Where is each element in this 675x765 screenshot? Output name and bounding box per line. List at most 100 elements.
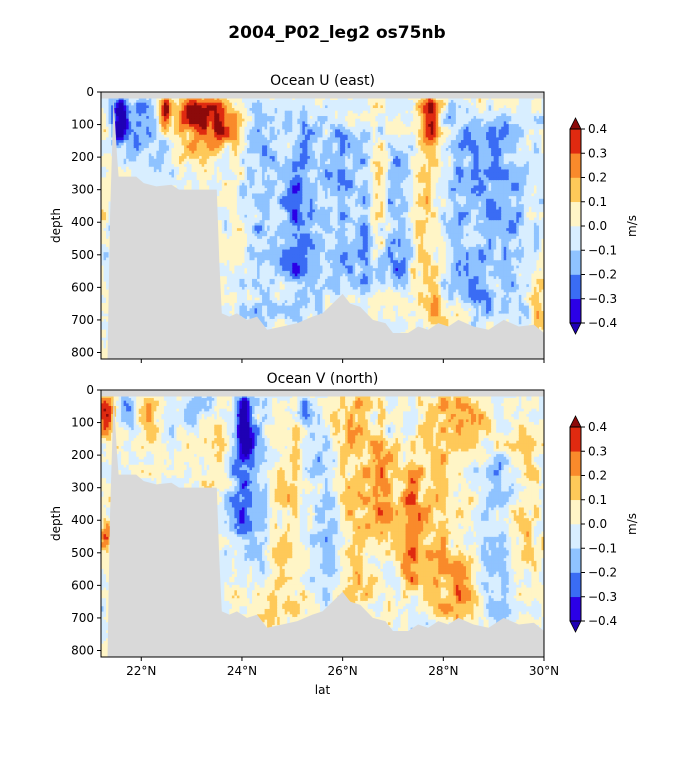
field-cell bbox=[204, 97, 208, 101]
field-cell bbox=[126, 166, 130, 171]
field-cell bbox=[156, 156, 160, 160]
field-cell bbox=[166, 148, 170, 152]
field-cell bbox=[161, 150, 165, 155]
field-cell bbox=[179, 126, 183, 130]
field-cell bbox=[184, 126, 188, 130]
field-cell bbox=[168, 148, 173, 152]
field-cell bbox=[153, 182, 157, 187]
field-cell bbox=[108, 140, 112, 144]
field-cell bbox=[158, 132, 163, 136]
field-cell bbox=[194, 142, 198, 146]
field-cell bbox=[153, 140, 157, 144]
field-cell bbox=[111, 116, 115, 120]
field-cell bbox=[224, 132, 228, 136]
field-cell bbox=[204, 116, 208, 120]
field-cell bbox=[221, 134, 225, 138]
field-cell bbox=[143, 164, 147, 168]
field-cell bbox=[204, 172, 208, 176]
field-cell bbox=[209, 121, 213, 125]
field-cell bbox=[191, 140, 195, 144]
field-cell bbox=[168, 182, 173, 187]
field-cell bbox=[199, 161, 203, 165]
field-cell bbox=[148, 169, 152, 173]
field-cell bbox=[219, 158, 223, 163]
field-cell bbox=[196, 145, 200, 149]
field-cell bbox=[158, 180, 163, 184]
field-cell bbox=[131, 164, 135, 168]
field-cell bbox=[106, 284, 110, 288]
field-cell bbox=[143, 158, 147, 163]
field-cell bbox=[221, 201, 225, 205]
field-cell bbox=[106, 201, 110, 205]
field-cell bbox=[126, 97, 130, 101]
field-cell bbox=[219, 121, 223, 125]
field-cell bbox=[209, 156, 213, 160]
field-cell bbox=[219, 273, 223, 277]
field-cell bbox=[209, 166, 213, 171]
field-cell bbox=[181, 158, 185, 163]
field-cell bbox=[214, 185, 218, 189]
field-cell bbox=[179, 169, 183, 173]
field-cell bbox=[199, 97, 203, 101]
field-cell bbox=[181, 126, 185, 130]
field-cell bbox=[156, 116, 160, 120]
field-cell bbox=[211, 166, 215, 171]
field-cell bbox=[141, 121, 145, 125]
field-cell bbox=[151, 118, 155, 122]
field-cell bbox=[146, 116, 150, 120]
field-cell bbox=[143, 156, 147, 160]
field-cell bbox=[214, 116, 218, 120]
field-cell bbox=[103, 249, 107, 253]
field-cell bbox=[211, 118, 215, 122]
field-cell bbox=[101, 174, 105, 179]
field-cell bbox=[189, 108, 193, 112]
field-cell bbox=[221, 121, 225, 125]
field-cell bbox=[221, 126, 225, 130]
field-cell bbox=[158, 97, 163, 101]
field-cell bbox=[219, 102, 223, 106]
field-cell bbox=[156, 164, 160, 168]
field-cell bbox=[106, 305, 110, 309]
field-cell bbox=[171, 110, 175, 114]
field-cell bbox=[118, 118, 122, 122]
field-cell bbox=[173, 134, 178, 138]
field-cell bbox=[166, 150, 170, 155]
field-cell bbox=[106, 321, 110, 325]
field-cell bbox=[163, 126, 168, 130]
field-cell bbox=[141, 156, 145, 160]
field-cell bbox=[216, 132, 220, 136]
field-cell bbox=[214, 100, 218, 104]
field-cell bbox=[108, 156, 112, 160]
field-cell bbox=[166, 182, 170, 187]
field-cell bbox=[118, 169, 122, 173]
field-cell bbox=[146, 105, 150, 109]
field-cell bbox=[206, 97, 210, 101]
field-cell bbox=[184, 164, 188, 168]
field-cell bbox=[186, 129, 190, 133]
field-cell bbox=[204, 100, 208, 104]
field-cell bbox=[179, 158, 183, 163]
field-cell bbox=[163, 145, 168, 149]
field-cell bbox=[146, 172, 150, 176]
field-cell bbox=[136, 137, 140, 141]
field-cell bbox=[191, 105, 195, 109]
field-cell bbox=[179, 172, 183, 176]
field-cell bbox=[219, 204, 223, 208]
field-cell bbox=[116, 145, 120, 149]
field-cell bbox=[173, 126, 178, 130]
field-cell bbox=[224, 193, 228, 197]
field-cell bbox=[143, 166, 147, 171]
field-cell bbox=[103, 244, 107, 248]
field-cell bbox=[219, 246, 223, 251]
field-cell bbox=[196, 164, 200, 168]
field-cell bbox=[106, 140, 110, 144]
field-cell bbox=[163, 142, 168, 146]
field-cell bbox=[126, 156, 130, 160]
field-cell bbox=[118, 110, 122, 114]
field-cell bbox=[224, 196, 228, 200]
field-cell bbox=[206, 180, 210, 184]
field-cell bbox=[153, 129, 157, 133]
field-cell bbox=[179, 182, 183, 187]
field-cell bbox=[166, 121, 170, 125]
field-cell bbox=[106, 345, 110, 349]
